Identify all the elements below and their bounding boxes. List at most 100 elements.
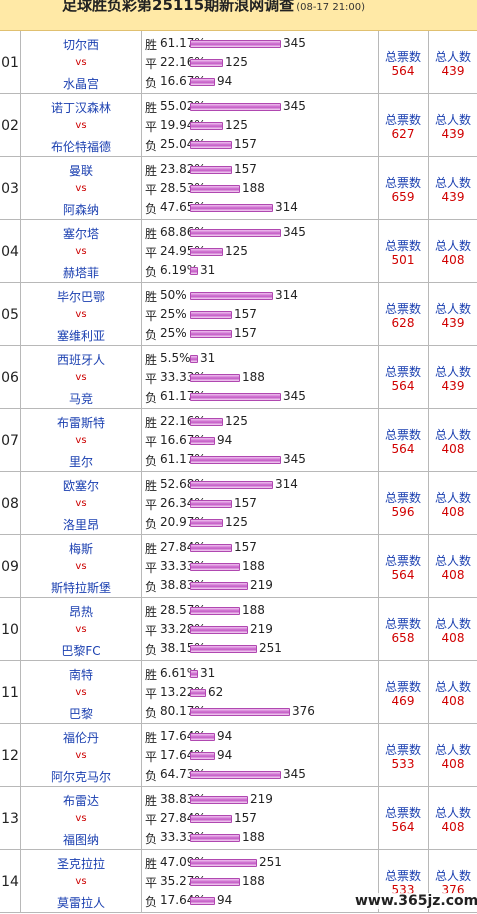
home-team-link[interactable]: 塞尔塔 — [62, 227, 99, 241]
vote-count: 188 — [242, 874, 265, 888]
total-votes-value: 501 — [391, 253, 415, 267]
column-divider — [428, 157, 429, 219]
total-people-label: 总人数 — [434, 428, 471, 442]
home-team-link[interactable]: 布雷达 — [62, 794, 99, 808]
away-team-link[interactable]: 水晶宫 — [62, 77, 99, 91]
survey-header: 足球胜负彩第25115期新浪网调查 (08-17 21:00) — [0, 0, 477, 31]
home-team-link[interactable]: 福伦丹 — [62, 731, 99, 745]
outcome-label: 负 — [145, 769, 158, 783]
home-team-link[interactable]: 梅斯 — [68, 542, 93, 556]
away-team-link[interactable]: 莫雷拉人 — [56, 896, 105, 910]
title-time: (08-17 21:00) — [296, 2, 366, 13]
home-team-link[interactable]: 曼联 — [68, 164, 93, 178]
vote-bar — [190, 204, 273, 212]
vote-count: 345 — [283, 389, 306, 403]
match-row: 11 南特 vs 巴黎 胜 6.61% 31 平 13.22% 62 负 80.17% 376 总票数 46… — [0, 661, 477, 724]
home-team-link[interactable]: 毕尔巴鄂 — [56, 290, 105, 304]
outcome-label: 胜 — [145, 353, 158, 367]
vote-stat: 平 27.84% 157 — [145, 811, 375, 827]
outcome-percent: 6.61% — [160, 666, 199, 680]
column-divider — [141, 94, 142, 156]
column-divider — [141, 472, 142, 534]
vote-bar — [190, 248, 223, 256]
away-team-link[interactable]: 布伦特福德 — [50, 140, 111, 154]
outcome-label: 平 — [145, 309, 158, 323]
column-divider — [20, 31, 21, 93]
outcome-label: 平 — [145, 561, 158, 575]
outcome-percent: 5.5% — [160, 351, 191, 365]
outcome-label: 胜 — [145, 731, 158, 745]
away-team-link[interactable]: 赫塔菲 — [62, 266, 99, 280]
away-team-link[interactable]: 阿尔克马尔 — [50, 770, 111, 784]
column-divider — [428, 535, 429, 597]
away-team-link[interactable]: 斯特拉斯堡 — [50, 581, 111, 595]
away-team-link[interactable]: 巴黎 — [68, 707, 93, 721]
total-votes-label: 总票数 — [384, 554, 421, 568]
away-team-link[interactable]: 里尔 — [68, 455, 93, 469]
total-people-value: 408 — [441, 820, 465, 834]
total-votes-label: 总票数 — [384, 869, 421, 883]
match-number: 13 — [1, 811, 19, 827]
home-team-link[interactable]: 圣克拉拉 — [56, 857, 105, 871]
vs-label: vs — [75, 498, 87, 509]
total-votes-label: 总票数 — [384, 365, 421, 379]
away-team-link[interactable]: 马竞 — [68, 392, 93, 406]
outcome-label: 负 — [145, 391, 158, 405]
vote-stat: 负 38.83% 219 — [145, 578, 375, 594]
vote-bar — [190, 292, 273, 300]
vote-bar — [190, 374, 240, 382]
vote-count: 251 — [259, 641, 282, 655]
column-divider — [378, 472, 379, 534]
home-team-link[interactable]: 昂热 — [68, 605, 93, 619]
vote-count: 314 — [275, 288, 298, 302]
outcome-label: 胜 — [145, 416, 158, 430]
column-divider — [141, 661, 142, 723]
home-team-link[interactable]: 南特 — [68, 668, 93, 682]
home-team-link[interactable]: 欧塞尔 — [62, 479, 99, 493]
total-votes-value: 469 — [391, 694, 415, 708]
total-people-label: 总人数 — [434, 554, 471, 568]
total-votes-value: 564 — [391, 379, 415, 393]
vs-label: vs — [75, 750, 87, 761]
vote-count: 376 — [292, 704, 315, 718]
total-people-value: 408 — [441, 757, 465, 771]
column-divider — [20, 409, 21, 471]
column-divider — [20, 472, 21, 534]
vs-label: vs — [75, 624, 87, 635]
vote-stat: 胜 5.5% 31 — [145, 351, 375, 367]
vote-bar — [190, 418, 223, 426]
outcome-label: 负 — [145, 328, 158, 342]
home-team-link[interactable]: 诺丁汉森林 — [50, 101, 111, 115]
match-number: 04 — [1, 244, 19, 260]
vote-stat: 负 33.33% 188 — [145, 830, 375, 846]
vote-stat: 胜 50% 314 — [145, 288, 375, 304]
vote-bar — [190, 355, 198, 363]
home-team-link[interactable]: 西班牙人 — [56, 353, 105, 367]
away-team-link[interactable]: 阿森纳 — [62, 203, 99, 217]
outcome-label: 胜 — [145, 794, 158, 808]
vote-count: 251 — [259, 855, 282, 869]
home-team-link[interactable]: 布雷斯特 — [56, 416, 105, 430]
away-team-link[interactable]: 福图纳 — [62, 833, 99, 847]
title-text: 足球胜负彩第25115期新浪网调查 — [62, 0, 295, 14]
outcome-label: 平 — [145, 183, 158, 197]
column-divider — [378, 724, 379, 786]
column-divider — [378, 787, 379, 849]
vote-count: 188 — [242, 830, 265, 844]
column-divider — [141, 787, 142, 849]
vote-stat: 胜 47.09% 251 — [145, 855, 375, 871]
away-team-link[interactable]: 洛里昂 — [62, 518, 99, 532]
column-divider — [428, 472, 429, 534]
vote-bar — [190, 103, 281, 111]
home-team-link[interactable]: 切尔西 — [62, 38, 99, 52]
away-team-link[interactable]: 巴黎FC — [61, 644, 101, 658]
column-divider — [378, 283, 379, 345]
vote-bar — [190, 311, 232, 319]
vote-count: 94 — [217, 729, 233, 743]
vote-count: 157 — [234, 307, 257, 321]
vote-count: 188 — [242, 603, 265, 617]
vote-bar — [190, 78, 215, 86]
total-people-value: 439 — [441, 379, 465, 393]
away-team-link[interactable]: 塞维利亚 — [56, 329, 105, 343]
total-votes-label: 总票数 — [384, 806, 421, 820]
